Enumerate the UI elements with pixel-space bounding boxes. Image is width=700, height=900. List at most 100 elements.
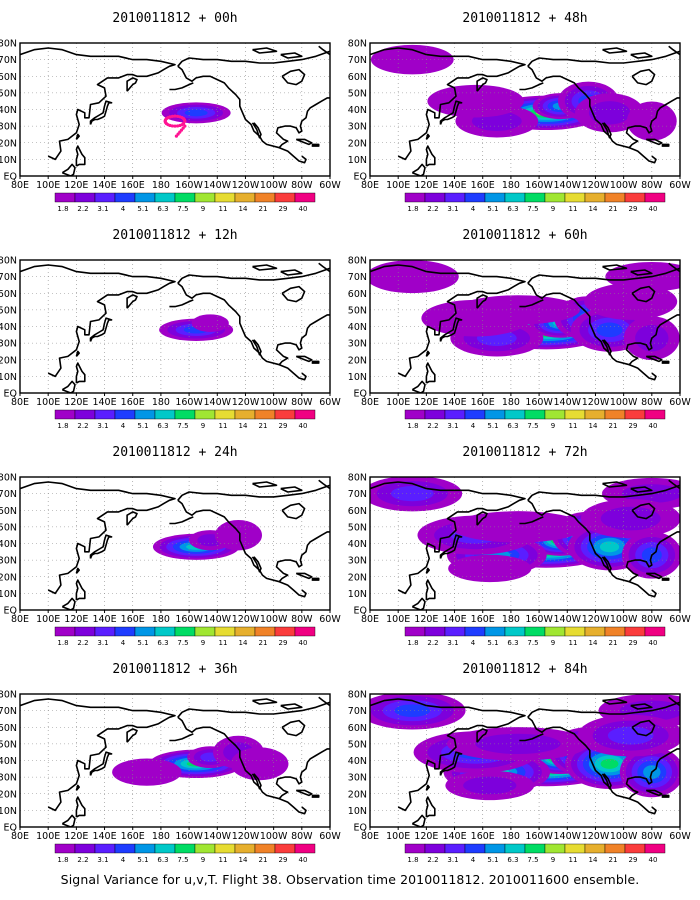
lon-tick-label: 160E xyxy=(121,180,145,191)
colorbar-level-label: 14 xyxy=(589,639,598,647)
lon-tick-label: 140E xyxy=(442,831,466,842)
lon-tick-label: 180 xyxy=(152,831,170,842)
coastline xyxy=(177,282,330,366)
lon-tick-label: 100E xyxy=(386,831,410,842)
lon-tick-label: 140W xyxy=(204,614,232,625)
lat-tick-label: EQ xyxy=(354,606,367,617)
coastline xyxy=(425,350,430,357)
lat-tick-label: 70N xyxy=(348,272,367,283)
colorbar-swatch xyxy=(624,843,646,854)
coastline xyxy=(602,698,628,705)
lon-tick-label: 120E xyxy=(414,831,438,842)
coastline xyxy=(61,163,76,176)
coastline xyxy=(251,556,262,573)
panel-title: 2010011812 + 60h xyxy=(462,228,587,243)
coastlines xyxy=(20,262,330,393)
variance-contour xyxy=(607,726,654,745)
lat-tick-label: 60N xyxy=(0,289,17,300)
coastline xyxy=(278,363,307,381)
map-frame xyxy=(369,476,681,611)
map-panel-0: 2010011812 + 00h 80E 100E 120E 140E 160E 180 16… xyxy=(0,11,341,213)
colorbar-swatch xyxy=(464,192,486,203)
lat-tick-label: 10N xyxy=(0,806,17,817)
lon-tick-label: 60W xyxy=(319,180,341,191)
coastline xyxy=(439,534,463,559)
colorbar-swatch xyxy=(134,626,156,637)
colorbar-swatch xyxy=(524,192,546,203)
colorbar-swatch xyxy=(74,626,96,637)
coastline xyxy=(602,264,628,271)
coastline xyxy=(527,267,680,284)
coastline xyxy=(295,138,313,146)
colorbar-level-label: 6.3 xyxy=(157,856,168,864)
colorbar-level-label: 7.5 xyxy=(527,422,538,430)
colorbar-swatch xyxy=(154,192,176,203)
colorbar-swatch xyxy=(424,843,446,854)
coastline xyxy=(661,360,670,364)
lat-tick-label: 40N xyxy=(0,105,17,116)
colorbar-swatch xyxy=(624,409,646,420)
colorbar-swatch xyxy=(174,843,196,854)
colorbar-level-label: 1.8 xyxy=(57,639,68,647)
lat-tick-label: EQ xyxy=(354,823,367,834)
colorbar-swatch xyxy=(74,409,96,420)
colorbar-swatch xyxy=(644,626,666,637)
coastline xyxy=(527,484,680,501)
lat-tick-label: 60N xyxy=(348,723,367,734)
colorbar-level-label: 6.3 xyxy=(507,205,518,213)
lat-tick-label: 30N xyxy=(348,122,367,133)
coastline xyxy=(370,47,526,161)
map-frame xyxy=(19,259,331,394)
coastline xyxy=(411,814,426,827)
colorbar-swatch xyxy=(114,409,136,420)
variance-contour xyxy=(463,776,517,795)
colorbar-level-label: 2.2 xyxy=(427,856,438,864)
lon-tick-label: 160E xyxy=(121,397,145,408)
lat-tick-label: 80N xyxy=(348,39,367,50)
colorbar-swatch xyxy=(154,626,176,637)
dropsonde-point xyxy=(174,134,179,138)
lon-tick-label: 160E xyxy=(121,614,145,625)
coastline xyxy=(20,47,176,161)
lon-tick-label: 120W xyxy=(582,397,610,408)
colorbar-level-label: 21 xyxy=(259,422,268,430)
lon-tick-label: 60W xyxy=(669,397,691,408)
lat-tick-label: 50N xyxy=(348,305,367,316)
lon-tick-label: 80E xyxy=(11,831,29,842)
coastline xyxy=(281,719,306,737)
lat-tick-label: 70N xyxy=(0,706,17,717)
colorbar-level-label: 6.3 xyxy=(507,856,518,864)
colorbar-swatch xyxy=(134,192,156,203)
panel-title: 2010011812 + 24h xyxy=(112,445,237,460)
colorbar-level-label: 40 xyxy=(649,422,658,430)
coastline xyxy=(527,716,680,800)
colorbar-swatch xyxy=(604,192,626,203)
lon-tick-label: 140W xyxy=(204,397,232,408)
coastline xyxy=(177,484,330,501)
coastline xyxy=(311,360,320,364)
colorbar-level-label: 21 xyxy=(259,205,268,213)
coastline xyxy=(439,751,463,776)
colorbar-level-label: 29 xyxy=(629,422,638,430)
coastline xyxy=(628,146,657,164)
coastline xyxy=(519,516,544,525)
colorbar-level-label: 3.1 xyxy=(97,856,108,864)
lat-tick-label: 80N xyxy=(0,39,17,50)
coastline xyxy=(75,567,80,574)
lat-tick-label: 70N xyxy=(0,272,17,283)
lat-tick-label: 60N xyxy=(0,506,17,517)
colorbar-level-label: 2.2 xyxy=(427,639,438,647)
colorbar-level-label: 3.1 xyxy=(447,205,458,213)
colorbar-swatch xyxy=(274,192,296,203)
colorbar-level-label: 21 xyxy=(609,205,618,213)
map-panel-5: 2010011812 + 60h 80E 100E 120E 140E 160E 180 16… xyxy=(348,228,692,430)
colorbar-swatch xyxy=(254,843,276,854)
colorbar-swatch xyxy=(544,843,566,854)
colorbar-level-label: 1.8 xyxy=(57,205,68,213)
colorbar: 1.8 2.2 3.1 4 5.1 6.3 7.5 9 11 14 21 29 40 xyxy=(404,409,666,430)
variance-contour xyxy=(394,704,431,717)
lon-tick-label: 140E xyxy=(92,180,116,191)
lat-tick-label: 30N xyxy=(0,556,17,567)
coastline xyxy=(177,701,330,718)
panel-title: 2010011812 + 72h xyxy=(462,445,587,460)
